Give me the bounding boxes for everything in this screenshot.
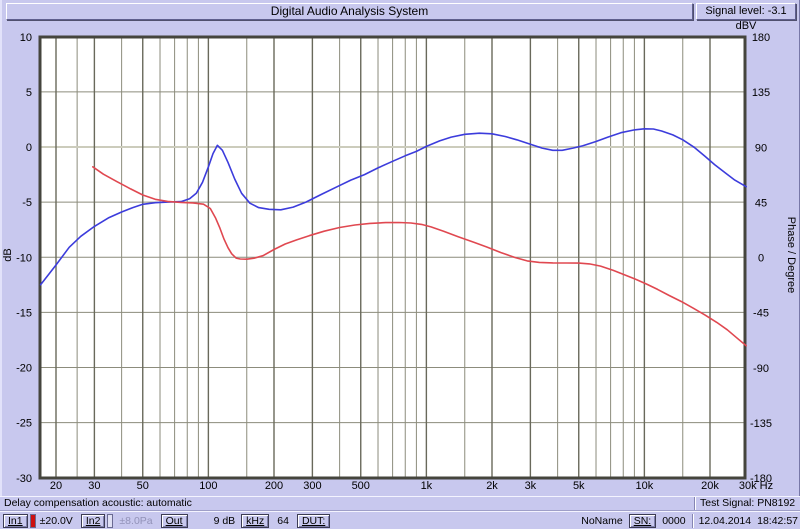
freq-tick-label: 10k: [636, 480, 654, 492]
freq-tick-label: 100: [199, 480, 217, 492]
freq-tick-label: 30k Hz: [739, 480, 773, 492]
plot-border: [38, 35, 747, 480]
phase-tick-label: -90: [753, 363, 769, 375]
phase-tick-label: -45: [753, 308, 769, 320]
serial-number-value: 0000: [662, 514, 686, 527]
toolbar: In1 ±20.0V In2 ±8.0Pa Out 9 dB kHz 64 DU…: [0, 511, 800, 529]
db-tick-label: 5: [26, 87, 32, 99]
signal-level-badge: Signal level: -3.1 dBV: [696, 3, 796, 32]
db-axis-label: dB: [2, 248, 14, 261]
db-tick-label: 10: [20, 32, 32, 44]
db-tick-label: -20: [16, 363, 32, 375]
db-tick-label: -25: [16, 418, 32, 430]
dut-button[interactable]: DUT:: [296, 513, 331, 528]
phase-tick-label: -135: [750, 418, 772, 430]
db-tick-label: 0: [26, 142, 32, 154]
db-tick-label: -10: [16, 252, 32, 264]
in1-button[interactable]: In1: [3, 513, 28, 528]
in2-range-value: ±8.0Pa: [119, 514, 153, 527]
freq-tick-label: 50: [137, 480, 149, 492]
phase-axis-label: Phase / Degree: [785, 217, 797, 293]
delay-compensation-status: Delay compensation acoustic: automatic: [4, 497, 192, 509]
phase-tick-label: 180: [752, 32, 770, 44]
status-bar: Delay compensation acoustic: automatic T…: [0, 496, 800, 511]
date-value: 12.04.2014: [698, 514, 752, 527]
phase-tick-label: 45: [755, 197, 767, 209]
freq-tick-label: 300: [303, 480, 321, 492]
freq-tick-label: 20: [50, 480, 62, 492]
freq-tick-label: 1k: [421, 480, 433, 492]
fft-size-value: 64: [277, 514, 289, 527]
db-tick-label: -30: [16, 473, 32, 485]
title-bar: Digital Audio Analysis System: [6, 3, 693, 20]
freq-tick-label: 3k: [525, 480, 537, 492]
toolbar-right-group: NoName SN: 0000 12.04.2014 18:42:57: [581, 513, 798, 528]
freq-tick-label: 30: [88, 480, 100, 492]
phase-tick-label: 135: [752, 87, 770, 99]
phase-tick-label: -180: [750, 473, 772, 485]
in2-button[interactable]: In2: [80, 513, 106, 528]
device-name-value: NoName: [581, 514, 623, 527]
in1-level-indicator: [29, 513, 36, 528]
khz-button[interactable]: kHz: [241, 513, 270, 528]
toolbar-divider: [691, 513, 693, 528]
db-tick-label: -15: [16, 307, 32, 319]
test-signal-status: Test Signal: PN8192: [694, 497, 798, 510]
sn-button[interactable]: SN:: [628, 513, 657, 528]
app-title: Digital Audio Analysis System: [270, 4, 429, 18]
freq-tick-label: 200: [265, 480, 283, 492]
phase-tick-label: 90: [755, 142, 767, 154]
db-tick-label: -5: [22, 197, 32, 209]
out-level-value: 9 dB: [213, 514, 236, 527]
phase-tick-label: 0: [758, 253, 764, 265]
out-button[interactable]: Out: [160, 513, 188, 528]
time-value: 18:42:57: [757, 514, 798, 527]
signal-level-value: Signal level: -3.1 dBV: [705, 5, 787, 32]
freq-tick-label: 500: [352, 480, 370, 492]
in1-range-value: ±20.0V: [39, 514, 73, 527]
phase-curve: [92, 166, 748, 347]
freq-tick-label: 2k: [486, 480, 498, 492]
in2-level-indicator: [107, 513, 114, 528]
freq-tick-label: 20k: [701, 480, 719, 492]
freq-tick-label: 5k: [573, 480, 585, 492]
response-chart: 1050-5-10-15-20-25-3018013590450-45-90-1…: [2, 32, 797, 492]
